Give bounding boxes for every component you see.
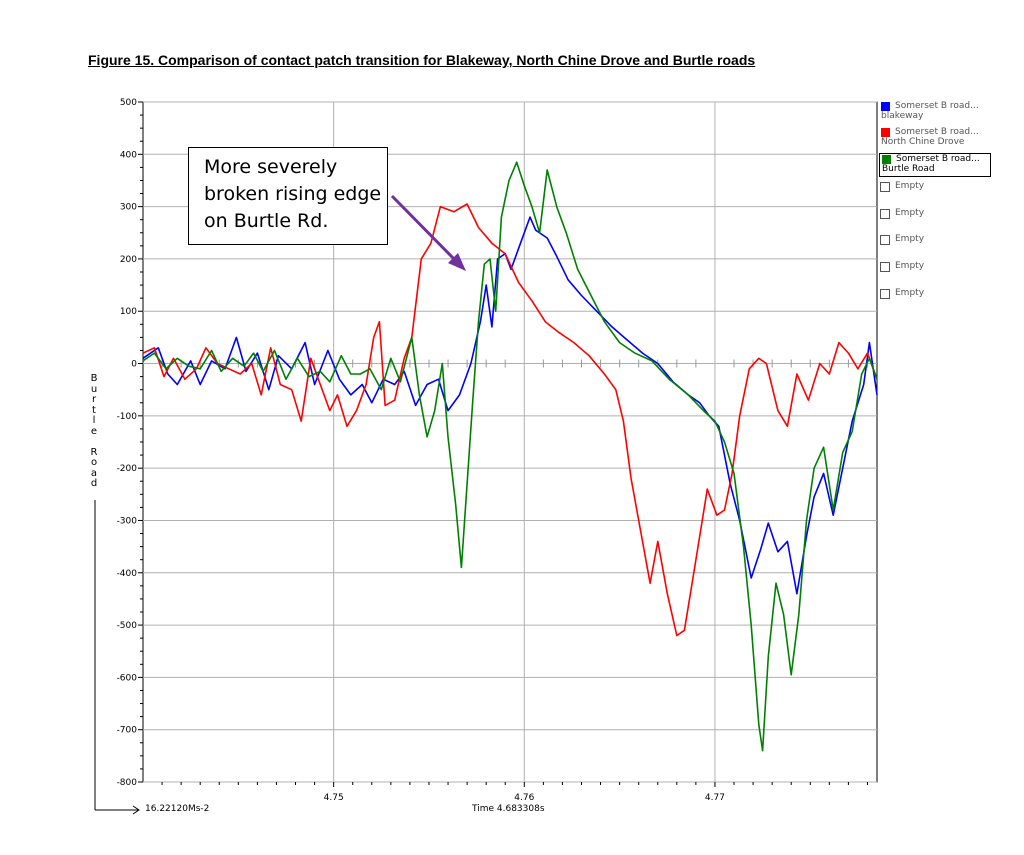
legend-item-label: Somerset B road... [895, 101, 979, 111]
annotation-arrow [390, 194, 459, 264]
legend-item-blakeway[interactable]: Somerset B road... blakeway [879, 101, 991, 127]
legend-item-sublabel: blakeway [881, 111, 924, 121]
y-tick-label: -100 [117, 412, 138, 422]
legend-item-sublabel: Burtle Road [882, 164, 935, 174]
y-axis-label-char: R [90, 446, 98, 458]
legend-empty-label: Empty [895, 234, 925, 245]
annotation-box: More severely broken rising edge on Burt… [188, 147, 388, 245]
figure-title: Figure 15. Comparison of contact patch t… [88, 52, 756, 68]
legend-empty-slot[interactable]: Empty [879, 181, 991, 208]
y-tick-label: -300 [117, 516, 138, 526]
legend-swatch-green [882, 155, 891, 164]
series-line-burtle-road [142, 161, 878, 752]
checkbox-icon[interactable] [880, 262, 890, 273]
y-axis-label-char: d [90, 478, 98, 489]
y-tick-label: -800 [117, 778, 138, 788]
y-axis-label-char: B [90, 373, 98, 384]
y-tick-label: 200 [120, 255, 137, 265]
legend-item-north-chine-drove[interactable]: Somerset B road... North Chine Drove [879, 127, 991, 153]
legend-empty-label: Empty [895, 181, 925, 191]
y-tick-label: -600 [117, 673, 138, 683]
y-tick-label: -200 [117, 464, 138, 474]
y-axis-label-char: l [92, 415, 96, 426]
x-axis-arrow-head [132, 805, 140, 815]
y-axis-label-char: a [90, 467, 98, 479]
x-axis: 4.75 4.76 4.77 [161, 782, 868, 803]
y-tick-label: -400 [117, 569, 138, 579]
y-tick-label: 400 [120, 150, 137, 160]
checkbox-icon[interactable] [880, 208, 890, 219]
legend-swatch-blue [881, 102, 890, 111]
annotation-line-2: broken rising edge [204, 183, 382, 205]
y-tick-label: 0 [131, 360, 137, 370]
y-tick-label: 300 [120, 203, 137, 213]
legend-empty-label: Empty [895, 207, 925, 218]
y-tick-label: 500 [120, 98, 137, 108]
checkbox-icon[interactable] [880, 182, 890, 192]
checkbox-icon[interactable] [880, 235, 890, 246]
annotation-line-1: More severely [204, 156, 338, 178]
y-axis: 500 400 300 200 100 0 -100 -200 -300 -400 -500 -600… [117, 98, 143, 788]
legend-empty-slot[interactable]: Empty [879, 288, 991, 315]
y-axis-label-char: t [92, 404, 96, 416]
legend-empty-label: Empty [895, 261, 925, 272]
x-tick-label: 4.76 [514, 793, 534, 803]
grid-lines [143, 101, 877, 783]
y-axis-label-char: o [90, 457, 98, 468]
legend-item-sublabel: North Chine Drove [881, 137, 965, 147]
x-axis-title: Time 4.683308s [472, 804, 545, 814]
x-axis-left-label: 16.22120Ms-2 [145, 804, 210, 814]
legend-empty-slot[interactable]: Empty [879, 208, 991, 235]
annotation-line-3: on Burtle Rd. [204, 210, 329, 232]
legend-empty-label: Empty [895, 287, 925, 298]
legend-swatch-red [881, 128, 890, 137]
legend-item-burtle-road[interactable]: Somerset B road... Burtle Road [879, 153, 991, 177]
legend: Somerset B road... blakeway Somerset B r… [879, 101, 991, 314]
y-tick-label: 100 [120, 307, 137, 317]
legend-item-label: Somerset B road... [896, 154, 980, 164]
y-axis-label-char [88, 437, 100, 448]
annotation-arrow-head [448, 253, 466, 271]
x-tick-label: 4.75 [324, 793, 344, 803]
legend-item-label: Somerset B road... [895, 127, 979, 137]
series-group [142, 161, 878, 752]
y-tick-label: -500 [117, 621, 138, 631]
y-axis-label-char: r [91, 394, 97, 405]
legend-empty-slot[interactable]: Empty [879, 261, 991, 288]
y-axis-label-char: u [90, 383, 98, 395]
legend-empty-slot[interactable]: Empty [879, 234, 991, 261]
y-tick-label: -700 [117, 726, 138, 736]
checkbox-icon[interactable] [880, 288, 890, 299]
x-tick-label: 4.77 [705, 793, 725, 803]
y-axis-label-char: e [90, 425, 98, 437]
